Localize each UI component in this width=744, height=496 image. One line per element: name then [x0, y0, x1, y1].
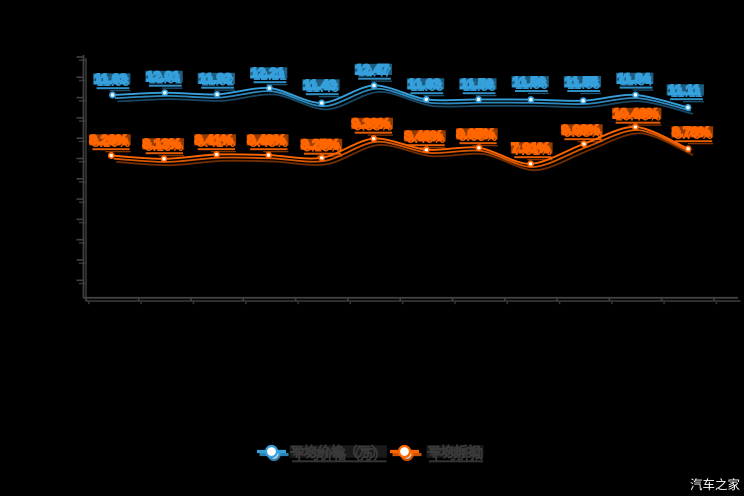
svg-text:11.56: 11.56 — [460, 77, 494, 92]
svg-text:10.46%: 10.46% — [613, 106, 659, 121]
svg-text:8.25%: 8.25% — [303, 140, 341, 155]
svg-text:8.13%: 8.13% — [145, 139, 183, 154]
svg-text:11.63: 11.63 — [410, 79, 444, 94]
svg-text:12.01: 12.01 — [148, 72, 182, 87]
svg-text:8.46%: 8.46% — [407, 131, 445, 146]
svg-text:平均折扣: 平均折扣 — [430, 447, 484, 462]
svg-text:11.63: 11.63 — [94, 72, 128, 87]
svg-text:11.43: 11.43 — [306, 80, 340, 95]
svg-text:11.84: 11.84 — [617, 71, 651, 86]
svg-text:11.56: 11.56 — [515, 77, 549, 92]
svg-text:11.43: 11.43 — [303, 78, 337, 93]
svg-text:8.65%: 8.65% — [459, 129, 497, 144]
svg-text:11.84: 11.84 — [619, 73, 653, 88]
svg-text:11.56: 11.56 — [463, 79, 497, 94]
svg-text:12.47: 12.47 — [355, 62, 389, 77]
svg-text:8.26%: 8.26% — [89, 133, 127, 148]
svg-text:8.78%: 8.78% — [674, 127, 712, 142]
svg-text:平均价格（万）: 平均价格（万） — [290, 444, 385, 459]
svg-text:7.91%: 7.91% — [511, 141, 549, 156]
svg-text:11.63: 11.63 — [96, 74, 130, 89]
svg-text:11.56: 11.56 — [512, 74, 546, 89]
svg-text:10.46%: 10.46% — [615, 109, 661, 124]
svg-text:12.21: 12.21 — [251, 66, 285, 81]
svg-text:11.63: 11.63 — [408, 77, 442, 92]
svg-text:12.21: 12.21 — [253, 68, 287, 83]
svg-text:9.33%: 9.33% — [352, 116, 390, 131]
svg-text:11.92: 11.92 — [201, 74, 234, 89]
svg-text:11.55: 11.55 — [567, 77, 601, 92]
svg-text:8.65%: 8.65% — [456, 127, 494, 142]
svg-text:9.08%: 9.08% — [564, 125, 602, 140]
svg-text:平均价格（万）: 平均价格（万） — [293, 447, 388, 462]
svg-text:8.25%: 8.25% — [301, 137, 339, 152]
svg-text:8.13%: 8.13% — [143, 137, 181, 152]
svg-text:11.11: 11.11 — [668, 83, 701, 98]
svg-text:8.78%: 8.78% — [672, 125, 710, 140]
svg-text:12.47: 12.47 — [358, 65, 392, 80]
svg-text:8.26%: 8.26% — [92, 135, 130, 150]
svg-text:平均折扣: 平均折扣 — [427, 444, 481, 459]
svg-text:9.33%: 9.33% — [354, 119, 392, 134]
svg-text:11.92: 11.92 — [199, 71, 232, 86]
svg-text:8.41%: 8.41% — [197, 135, 235, 150]
svg-text:8.48%: 8.48% — [247, 133, 285, 148]
svg-text:8.46%: 8.46% — [404, 129, 442, 144]
svg-text:7.91%: 7.91% — [514, 143, 552, 158]
svg-text:12.01: 12.01 — [146, 69, 180, 84]
svg-text:11.55: 11.55 — [565, 74, 599, 89]
svg-text:9.08%: 9.08% — [561, 123, 599, 138]
svg-text:8.41%: 8.41% — [195, 133, 233, 148]
svg-text:11.11: 11.11 — [670, 85, 703, 100]
svg-text:汽车之家: 汽车之家 — [690, 477, 741, 492]
svg-text:8.48%: 8.48% — [250, 135, 288, 150]
